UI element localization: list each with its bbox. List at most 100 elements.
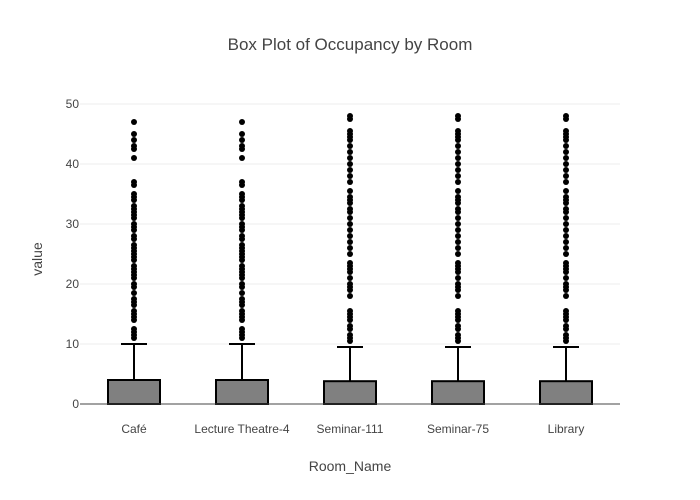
outlier-point: [131, 191, 137, 197]
outlier-point: [239, 203, 245, 209]
outlier-point: [563, 167, 569, 173]
box-group-3: [431, 113, 485, 406]
outlier-point: [239, 326, 245, 332]
outlier-point: [455, 239, 461, 245]
x-tick-label-3: Seminar-75: [427, 422, 489, 436]
outlier-point: [131, 143, 137, 149]
outlier-point: [455, 143, 461, 149]
outlier-point: [347, 227, 353, 233]
outlier-point: [239, 119, 245, 125]
outlier-point: [131, 119, 137, 125]
outlier-point: [455, 128, 461, 134]
outlier-point: [239, 131, 245, 137]
x-axis-title: Room_Name: [309, 458, 392, 474]
y-tick-label-0: 0: [72, 397, 79, 411]
outlier-point: [131, 137, 137, 143]
box-iqr: [539, 380, 593, 406]
outlier-point: [347, 188, 353, 194]
outlier-point: [455, 149, 461, 155]
outlier-point: [239, 155, 245, 161]
y-axis-title: value: [29, 242, 45, 276]
outlier-point: [131, 242, 137, 248]
outlier-point: [347, 260, 353, 266]
x-tick-label-2: Seminar-111: [317, 422, 384, 436]
x-tick-label-0: Café: [121, 422, 147, 436]
outlier-point: [563, 149, 569, 155]
outlier-point: [455, 227, 461, 233]
outlier-point: [563, 206, 569, 212]
outlier-point: [455, 173, 461, 179]
outlier-point: [563, 260, 569, 266]
outlier-point: [347, 233, 353, 239]
x-axis-ticks: Café Lecture Theatre-4 Seminar-111 Seminar-…: [121, 422, 584, 436]
y-tick-label-50: 50: [66, 97, 80, 111]
box-group-1: [215, 119, 269, 405]
outlier-point: [347, 293, 353, 299]
outlier-point: [239, 179, 245, 185]
outlier-point: [455, 206, 461, 212]
box-iqr: [107, 379, 161, 405]
outlier-point: [239, 290, 245, 296]
outlier-point: [563, 239, 569, 245]
y-tick-label-30: 30: [66, 217, 80, 231]
outlier-point: [455, 245, 461, 251]
box-group-0: [107, 119, 161, 405]
outlier-point: [347, 281, 353, 287]
outlier-point: [455, 275, 461, 281]
outlier-point: [239, 242, 245, 248]
box-iqr: [215, 379, 269, 405]
outlier-point: [239, 263, 245, 269]
outlier-point: [239, 137, 245, 143]
outlier-point: [455, 179, 461, 185]
outlier-point: [455, 251, 461, 257]
outlier-point: [131, 326, 137, 332]
outlier-point: [563, 233, 569, 239]
y-axis-ticks: 0 10 20 30 40 50: [66, 97, 80, 411]
outlier-point: [455, 221, 461, 227]
outlier-point: [131, 179, 137, 185]
outlier-point: [455, 161, 461, 167]
box-group-4: [539, 113, 593, 406]
x-tick-label-4: Library: [548, 422, 585, 436]
outlier-point: [239, 296, 245, 302]
outlier-point: [455, 323, 461, 329]
outlier-point: [455, 194, 461, 200]
y-tick-label-20: 20: [66, 277, 80, 291]
outlier-point: [131, 263, 137, 269]
outlier-point: [239, 191, 245, 197]
chart-title: Box Plot of Occupancy by Room: [228, 35, 473, 54]
outlier-point: [347, 275, 353, 281]
outlier-point: [455, 293, 461, 299]
outlier-point: [455, 113, 461, 119]
outlier-point: [455, 155, 461, 161]
outlier-point: [455, 260, 461, 266]
outlier-point: [347, 194, 353, 200]
box-series: [107, 113, 593, 406]
outlier-point: [455, 167, 461, 173]
outlier-point: [131, 296, 137, 302]
outlier-point: [131, 221, 137, 227]
outlier-point: [563, 155, 569, 161]
outlier-point: [239, 281, 245, 287]
y-tick-label-40: 40: [66, 157, 80, 171]
outlier-point: [347, 239, 353, 245]
outlier-point: [455, 281, 461, 287]
outlier-point: [131, 233, 137, 239]
outlier-point: [563, 161, 569, 167]
outlier-point: [563, 113, 569, 119]
outlier-point: [131, 308, 137, 314]
outlier-point: [347, 332, 353, 338]
outlier-point: [563, 332, 569, 338]
outlier-point: [563, 179, 569, 185]
outlier-point: [131, 203, 137, 209]
outlier-point: [563, 128, 569, 134]
outlier-point: [131, 131, 137, 137]
outlier-point: [239, 233, 245, 239]
outlier-point: [347, 155, 353, 161]
outlier-point: [347, 143, 353, 149]
outlier-point: [347, 215, 353, 221]
outlier-point: [563, 323, 569, 329]
outlier-point: [347, 128, 353, 134]
outlier-point: [563, 281, 569, 287]
